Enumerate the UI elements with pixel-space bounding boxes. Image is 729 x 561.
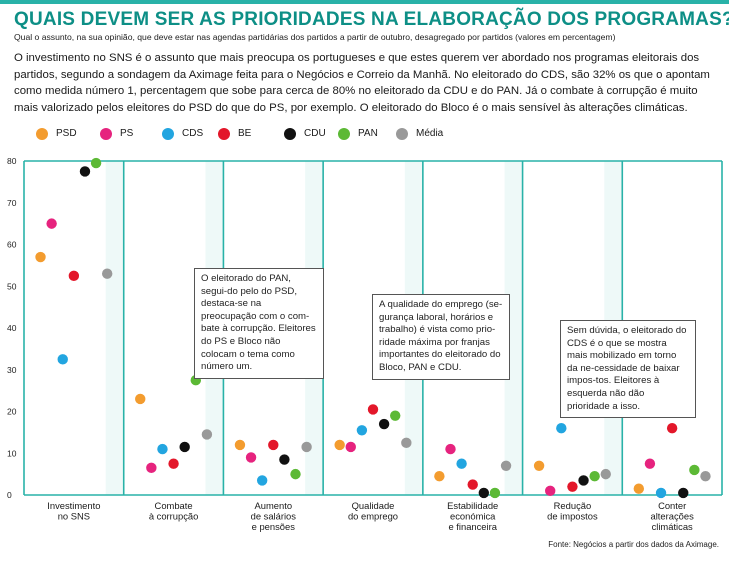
- y-tick-label: 80: [7, 156, 17, 166]
- legend-marker: [338, 128, 350, 140]
- category-label: Redução: [554, 500, 592, 511]
- data-point: [378, 418, 390, 430]
- legend-marker: [396, 128, 408, 140]
- category-label: de salários: [251, 511, 297, 522]
- data-point: [79, 166, 91, 177]
- data-point: [345, 441, 356, 453]
- data-point: [157, 443, 168, 455]
- data-point: [567, 481, 578, 492]
- data-point: [478, 487, 490, 499]
- category-label: Qualidade: [352, 500, 395, 511]
- data-point: [268, 439, 279, 451]
- data-point: [234, 439, 246, 451]
- data-point: [201, 429, 213, 440]
- callout-cds-impostos: Sem dúvida, o eleitorado do CDS é o que …: [560, 320, 696, 419]
- data-point: [135, 393, 146, 405]
- data-point: [146, 462, 157, 474]
- category-label: à corrupção: [149, 511, 199, 522]
- data-point: [401, 437, 412, 449]
- data-point: [578, 475, 589, 486]
- page-subtitle: Qual o assunto, na sua opinião, que deve…: [14, 32, 616, 42]
- source-note: Fonte: Negócios a partir dos dados da Ax…: [548, 540, 719, 549]
- data-point: [256, 475, 268, 486]
- data-point: [556, 423, 567, 434]
- intro-paragraph: O investimento no SNS é o assunto que ma…: [14, 52, 710, 114]
- data-point: [46, 218, 57, 229]
- category-label: no SNS: [58, 511, 90, 522]
- data-point: [35, 251, 46, 263]
- callout-pan-corrupcao: O eleitorado do PAN, segui-do pelo do PS…: [194, 268, 324, 379]
- category-label: de impostos: [547, 511, 598, 522]
- legend-marker: [162, 128, 174, 140]
- data-point: [90, 157, 102, 169]
- category-label: Aumento: [255, 500, 293, 511]
- category-label: e pensões: [252, 521, 296, 532]
- legend-label: BE: [238, 128, 252, 139]
- legend-label: PSD: [56, 128, 77, 139]
- data-point: [434, 471, 445, 482]
- data-point: [57, 354, 68, 365]
- separator-shade: [105, 161, 124, 495]
- legend-label: CDU: [304, 128, 326, 139]
- y-tick-label: 30: [7, 365, 17, 375]
- category-label: Estabilidade: [447, 500, 498, 511]
- data-point: [356, 425, 368, 436]
- data-point: [489, 487, 501, 499]
- data-point: [600, 468, 611, 480]
- data-point: [700, 471, 711, 482]
- data-point: [456, 458, 467, 469]
- separator-shade: [504, 161, 523, 495]
- y-tick-label: 50: [7, 281, 17, 291]
- data-point: [390, 410, 401, 421]
- data-point: [279, 454, 290, 465]
- category-label: alterações: [651, 511, 695, 522]
- category-label: climáticas: [652, 521, 693, 532]
- data-point: [245, 452, 257, 463]
- data-point: [689, 464, 700, 476]
- data-point: [655, 487, 667, 499]
- data-point: [290, 468, 301, 480]
- category-label: do emprego: [348, 511, 398, 522]
- data-point: [545, 485, 556, 497]
- y-tick-label: 10: [7, 448, 17, 458]
- data-point: [101, 268, 113, 279]
- y-tick-label: 60: [7, 240, 17, 250]
- data-point: [467, 479, 478, 490]
- legend-label: PAN: [358, 128, 378, 139]
- category-label: Investimento: [47, 500, 100, 511]
- data-point: [179, 441, 190, 453]
- legend-label: CDS: [182, 128, 204, 139]
- data-point: [500, 460, 512, 471]
- data-point: [68, 270, 80, 282]
- legend-marker: [36, 128, 48, 140]
- data-point: [589, 471, 600, 482]
- y-tick-label: 40: [7, 323, 17, 333]
- data-point: [334, 439, 345, 451]
- callout-qualidade-emprego: A qualidade do emprego (se-gurança labor…: [372, 294, 510, 380]
- page-title: QUAIS DEVEM SER AS PRIORIDADES NA ELABOR…: [14, 9, 729, 30]
- legend-marker: [284, 128, 296, 140]
- category-label: e financeira: [448, 521, 497, 532]
- legend-label: PS: [120, 128, 134, 139]
- data-point: [301, 441, 312, 453]
- data-point: [633, 483, 645, 494]
- y-tick-label: 20: [7, 407, 17, 417]
- y-tick-label: 70: [7, 198, 17, 208]
- legend-marker: [100, 128, 112, 140]
- category-label: Combate: [155, 500, 193, 511]
- y-tick-label: 0: [7, 490, 12, 500]
- data-point: [168, 458, 179, 469]
- category-label: Conter: [658, 500, 686, 511]
- data-point: [644, 458, 656, 469]
- data-point: [666, 423, 678, 434]
- data-point: [678, 487, 689, 499]
- data-point: [367, 404, 379, 415]
- data-point: [533, 460, 545, 471]
- top-accent-rule: [0, 0, 729, 4]
- legend-marker: [218, 128, 230, 140]
- category-label: económica: [450, 511, 496, 522]
- legend-label: Média: [416, 128, 444, 139]
- data-point: [445, 443, 456, 455]
